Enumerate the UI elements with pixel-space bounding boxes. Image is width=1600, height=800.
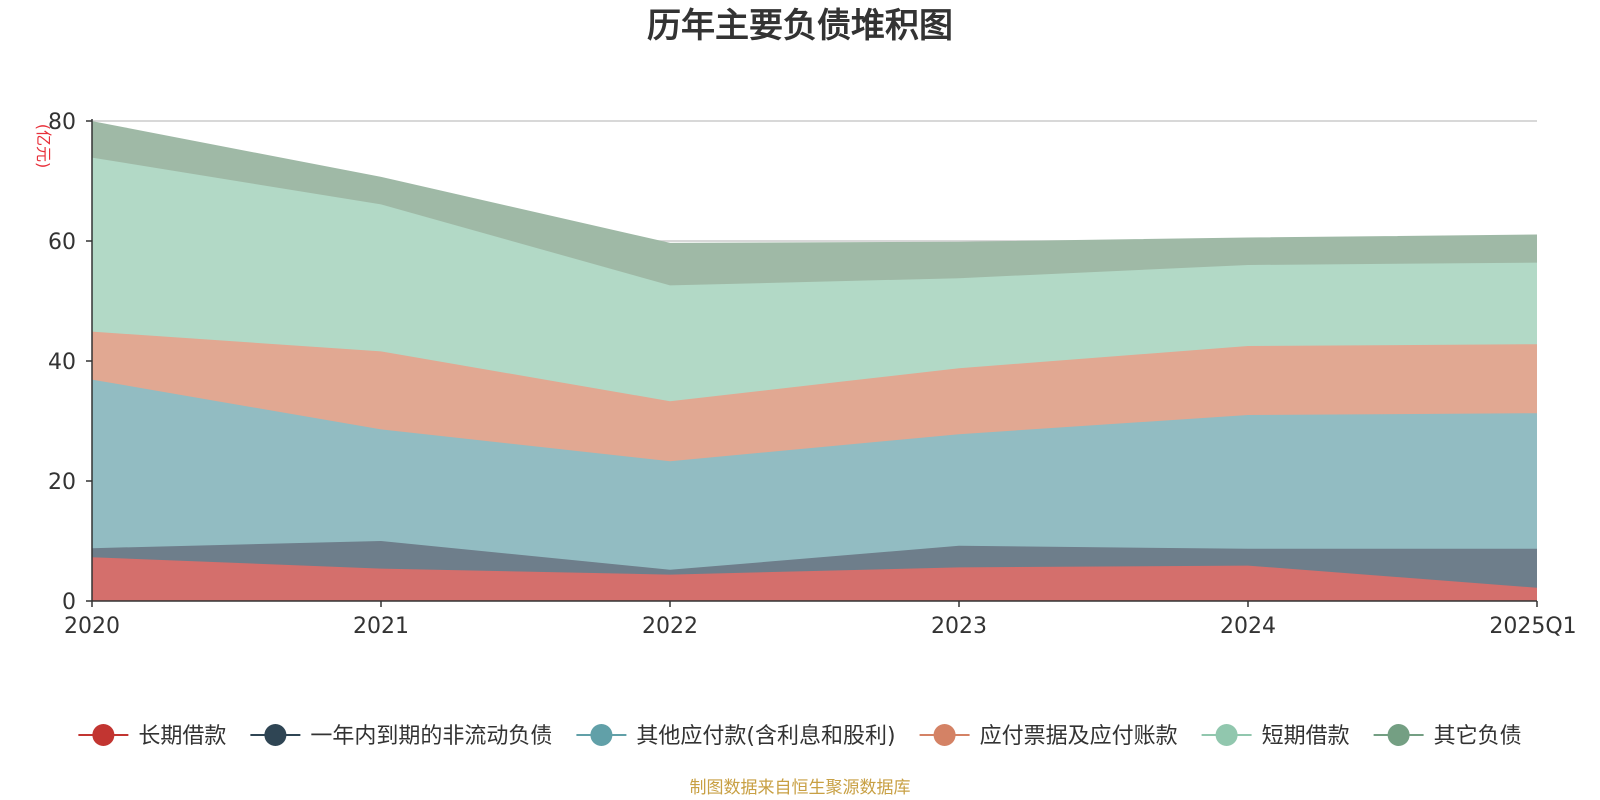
legend[interactable]: 长期借款 一年内到期的非流动负债 其他应付款(含利息和股利) 应付票据及应付账款 短期借… (78, 724, 1522, 749)
x-tick-label: 2022 (642, 614, 698, 639)
chart-title: 历年主要负债堆积图 (647, 6, 953, 46)
legend-item-6[interactable]: 其它负债 (1373, 724, 1522, 749)
legend-dot-icon (590, 724, 613, 746)
y-tick-label: 0 (62, 590, 76, 615)
y-axis-unit-label: (亿元) (34, 124, 53, 169)
legend-label: 长期借款 (138, 724, 226, 749)
area-series-6 (92, 121, 1537, 286)
y-tick-label: 20 (48, 470, 76, 495)
legend-label: 其他应付款(含利息和股利) (636, 724, 895, 749)
legend-dot-icon (92, 724, 115, 746)
series-top-line-6 (91, 121, 1538, 244)
legend-item-4[interactable]: 应付票据及应付账款 (919, 724, 1178, 749)
legend-label: 应付票据及应付账款 (980, 724, 1178, 749)
legend-dot-icon (933, 724, 956, 746)
area-series-2 (92, 541, 1537, 588)
legend-label: 一年内到期的非流动负债 (310, 724, 552, 749)
x-tick-label: 2025Q1 (1489, 614, 1576, 639)
x-tick-label: 2020 (64, 614, 120, 639)
y-tick-label: 80 (48, 110, 76, 135)
y-tick-label: 40 (48, 350, 76, 375)
area-series-5 (92, 157, 1537, 402)
legend-label: 其它负债 (1434, 724, 1522, 749)
source-note: 制图数据来自恒生聚源数据库 (690, 778, 911, 798)
legend-dot-icon (1215, 724, 1238, 746)
legend-dot-icon (264, 724, 287, 746)
x-tick-label: 2024 (1220, 614, 1276, 639)
x-tick-label: 2021 (353, 614, 409, 639)
legend-item-3[interactable]: 其他应付款(含利息和股利) (576, 724, 896, 749)
legend-item-5[interactable]: 短期借款 (1201, 724, 1350, 749)
legend-item-1[interactable]: 长期借款 (78, 724, 226, 749)
axes: 0 20 40 60 80 2020 2021 2022 2023 2024 2025Q1 (48, 110, 1577, 639)
area-series-1 (92, 557, 1537, 601)
legend-label: 短期借款 (1262, 724, 1350, 749)
y-tick-label: 60 (48, 230, 76, 255)
x-tick-label: 2023 (931, 614, 987, 639)
area-series-3 (92, 379, 1537, 570)
area-series (91, 121, 1538, 601)
legend-item-2[interactable]: 一年内到期的非流动负债 (250, 724, 552, 749)
legend-dot-icon (1387, 724, 1410, 746)
